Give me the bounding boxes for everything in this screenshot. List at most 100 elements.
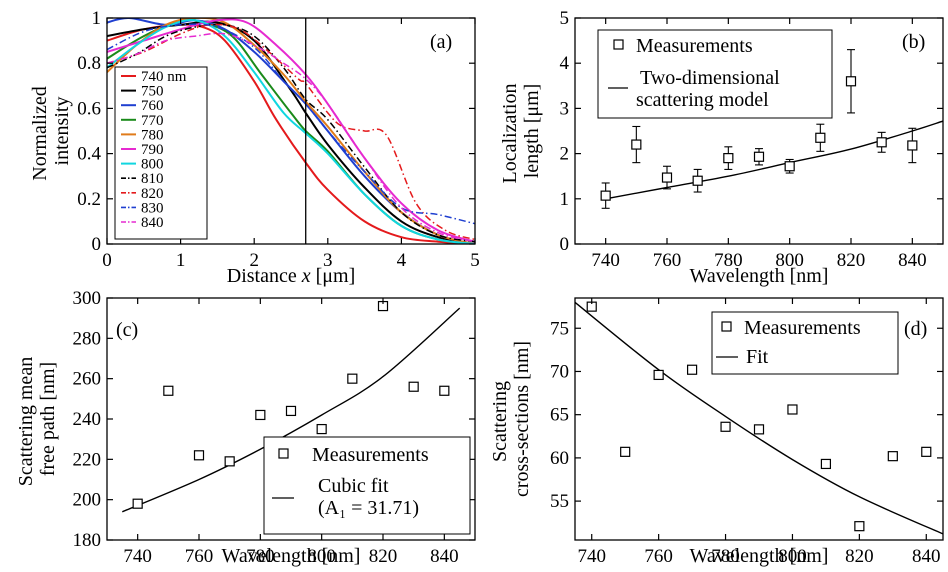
panel-c-xtick-label: 820: [369, 546, 398, 567]
panel-a-curve-5: [107, 18, 475, 244]
panel-b-legend-marker: [613, 39, 624, 50]
panel-b-frame: [574, 17, 944, 245]
panel-d-ytick-label: 55: [550, 491, 569, 512]
panel-d-data-point: [686, 364, 698, 375]
panel-a-xtick-label: 0: [102, 250, 112, 271]
panel-c-legend-box: [263, 436, 471, 535]
panel-b-legend-line-label: Two-dimensional scattering model: [636, 67, 785, 111]
panel-c-data-point: [163, 385, 174, 396]
panel-a-legend-label: 750: [141, 84, 164, 100]
panel-b-fit-line: [605, 120, 943, 200]
panel-c-legend-line-label: Cubic fit (A₁ = 31.71): [318, 475, 419, 519]
panel-a-ylabel: Normalized intensity: [29, 81, 73, 180]
panel-d-fit-line: [575, 301, 943, 535]
panel-a-label: (a): [430, 31, 452, 53]
panel-d-ytick-label: 60: [550, 448, 569, 469]
panel-a-legend-label: 740 nm: [141, 69, 187, 85]
panel-b-fit: [605, 120, 943, 200]
panel-d-xtick-label: 820: [845, 546, 874, 567]
panel-c-xtick-label: 780: [246, 546, 275, 567]
panel-d-data-point: [921, 446, 932, 457]
panel-d-ylabel: Scattering cross-sections [nm]: [489, 341, 533, 497]
panel-b-data-point: [753, 151, 765, 162]
panel-c-xtick-label: 760: [185, 546, 214, 567]
panel-c-ticks: 740 760 780 800 820 840 180 200 220 240 260 280 300: [73, 288, 475, 567]
panel-d-xtick-label: 800: [778, 546, 807, 567]
panel-a-xtick-label: 1: [176, 250, 186, 271]
panel-c-ytick-label: 300: [73, 288, 102, 309]
panel-b-data-point: [845, 76, 857, 87]
panel-a-curve-11: [107, 32, 475, 243]
panel-b-data-point: [600, 190, 611, 201]
panel-c-ytick-label: 240: [73, 409, 102, 430]
panel-c-data-point: [408, 381, 419, 392]
panel-c: 740 760 780 800 820 840180200220240260280300 …: [15, 288, 476, 567]
panel-d-ytick-label: 75: [550, 318, 569, 339]
panel-a-legend-box: [114, 66, 208, 240]
panel-c-data-point: [132, 498, 143, 509]
panel-c-xtick-label: 840: [430, 546, 459, 567]
panel-d-data-point: [653, 369, 664, 381]
panel-d-legend-markers-label: Measurements: [744, 317, 861, 339]
panel-c-ylabel: Scattering mean free path [nm]: [15, 352, 59, 486]
panel-c-xtick-label: 740: [123, 546, 152, 567]
panel-a: 0 1 2 3 4 5 0 0.2 0.4 0.6 0.8 1 (a) Normalized inte…: [29, 8, 480, 287]
panel-b-legend-markers-label: Measurements: [636, 35, 753, 57]
panel-c-legend-marker: [278, 448, 289, 459]
panel-d-data-point: [720, 421, 731, 432]
panel-d-legend-box: [711, 311, 899, 375]
panel-b-ticks: 740 760 780 800 820 840 0 1 2 3 4 5: [560, 8, 943, 271]
panel-a-curve-6: [107, 18, 475, 243]
panel-b-ytick-label: 2: [560, 144, 570, 165]
panel-a-legend-label: 810: [141, 171, 164, 187]
panel-b-xlabel: Wavelength [nm]: [690, 265, 829, 287]
panel-b-xtick-label: 760: [653, 250, 682, 271]
panel-a-xtick-label: 2: [249, 250, 259, 271]
panel-a-ticks: 0 1 2 3 4 5 0 0.2 0.4 0.6 0.8 1: [77, 8, 480, 271]
panel-d: 740 760 780 800 820 840 55 60 65 70 75 (d) Scatter…: [489, 297, 944, 567]
panel-a-xlabel: Distance x [μm]: [227, 265, 355, 287]
panel-d-legend-line-label: Fit: [746, 346, 769, 368]
panel-d-fit: [575, 301, 943, 535]
panel-a-ytick-label: 0: [92, 234, 102, 255]
panel-c-data-point: [193, 450, 205, 461]
panel-d-label: (d): [904, 318, 927, 340]
panel-b: 740 760 780 800 820 840 0 1 2 3 4 5 (b) Localizatio…: [499, 8, 944, 287]
panel-a-ytick-label: 0.4: [77, 144, 101, 165]
panel-c-fit-line: [122, 307, 461, 513]
panel-a-legend-label: 770: [141, 113, 164, 129]
panel-b-legend-box: [597, 29, 833, 119]
panel-a-ytick-label: 1: [92, 8, 102, 29]
panel-c-data-point: [255, 409, 266, 421]
panel-a-xtick-label: 4: [397, 250, 407, 271]
panel-c-data-point: [439, 385, 450, 396]
panel-b-xtick-label: 820: [837, 250, 866, 271]
panel-a-legend-label: 780: [141, 127, 164, 143]
panel-b-data-point: [784, 161, 795, 172]
panel-d-data-point: [820, 458, 832, 470]
panel-a-xtick-label: 5: [470, 250, 480, 271]
panel-b-data-point: [631, 139, 642, 150]
panel-a-legend-label: 790: [141, 142, 164, 158]
panel-a-legend-label: 840: [141, 215, 164, 231]
panel-b-ytick-label: 4: [560, 53, 570, 74]
panel-d-data-point: [787, 404, 798, 415]
panel-c-label: (c): [116, 319, 138, 341]
panel-c-xtick-label: 800: [307, 546, 336, 567]
panel-d-legend-marker: [721, 321, 732, 332]
panel-c-ytick-label: 200: [73, 490, 102, 511]
panel-d-ytick-label: 70: [550, 361, 569, 382]
panel-d-xtick-label: 740: [577, 546, 606, 567]
panel-b-markers: [600, 49, 918, 209]
panel-b-xtick-label: 840: [898, 250, 927, 271]
panel-b-data-point: [907, 140, 918, 151]
panel-d-data-point: [620, 446, 631, 457]
panel-c-ytick-label: 180: [73, 530, 102, 551]
panel-c-legend: Measurements Cubic fit (A₁ = 31.71): [263, 436, 471, 535]
panel-a-curve-10: [107, 23, 475, 225]
panel-c-legend-markers-label: Measurements: [312, 444, 429, 466]
panel-d-legend: Measurements Fit: [711, 311, 899, 375]
panel-d-data-point: [753, 424, 765, 435]
panel-b-xtick-label: 740: [591, 250, 620, 271]
